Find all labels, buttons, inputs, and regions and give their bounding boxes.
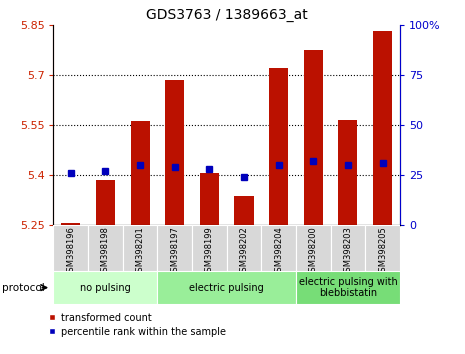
Text: GSM398197: GSM398197 (170, 226, 179, 277)
Bar (157, 271, 296, 304)
Bar (234, 196, 253, 225)
Bar (304, 50, 323, 225)
Bar (123, 225, 157, 271)
Bar (261, 225, 296, 271)
Text: GSM398202: GSM398202 (239, 226, 248, 277)
Bar (269, 68, 288, 225)
Text: electric pulsing: electric pulsing (189, 282, 264, 293)
Bar (131, 121, 150, 225)
Text: GSM398205: GSM398205 (378, 226, 387, 277)
Bar (200, 173, 219, 225)
Text: GSM398201: GSM398201 (136, 226, 145, 277)
Bar (373, 32, 392, 225)
Text: GSM398203: GSM398203 (344, 226, 352, 277)
Bar (165, 80, 184, 225)
Text: no pulsing: no pulsing (80, 282, 131, 293)
Title: GDS3763 / 1389663_at: GDS3763 / 1389663_at (146, 8, 307, 22)
Text: GSM398198: GSM398198 (101, 226, 110, 277)
Bar (365, 225, 400, 271)
Text: electric pulsing with
blebbistatin: electric pulsing with blebbistatin (299, 277, 397, 298)
Bar (61, 223, 80, 225)
Bar (53, 271, 157, 304)
Text: GSM398196: GSM398196 (66, 226, 75, 277)
Bar (96, 180, 115, 225)
Bar (88, 225, 123, 271)
Text: GSM398204: GSM398204 (274, 226, 283, 277)
Bar (339, 120, 358, 225)
Bar (192, 225, 227, 271)
Bar (296, 271, 400, 304)
Bar (296, 225, 331, 271)
Bar (331, 225, 365, 271)
Bar (227, 225, 261, 271)
Bar (157, 225, 192, 271)
Bar (53, 225, 88, 271)
Legend: transformed count, percentile rank within the sample: transformed count, percentile rank withi… (49, 313, 226, 337)
Text: protocol: protocol (2, 282, 45, 293)
Text: GSM398200: GSM398200 (309, 226, 318, 277)
Text: GSM398199: GSM398199 (205, 226, 214, 277)
